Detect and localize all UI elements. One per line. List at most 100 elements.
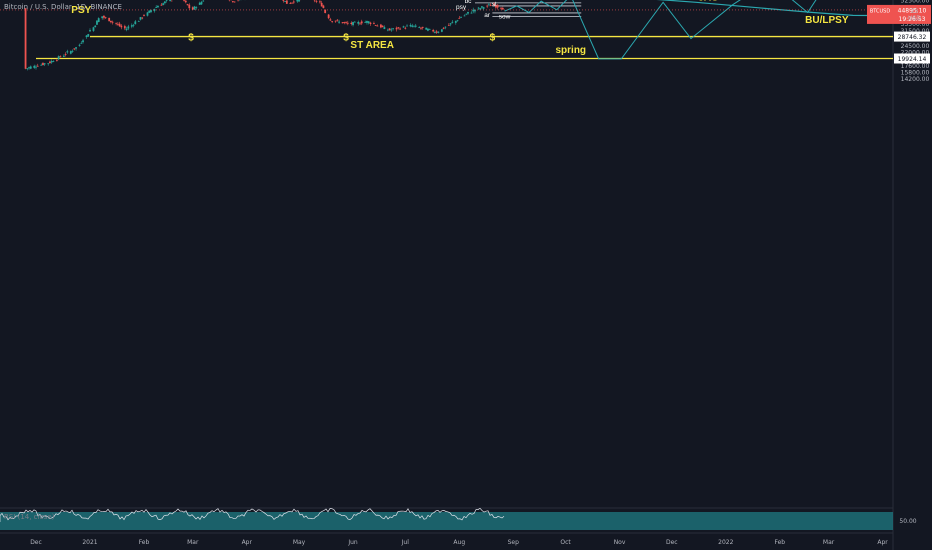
candle-body [343, 22, 346, 23]
candle-body [327, 14, 330, 19]
candle-body [374, 25, 377, 26]
candle-body [231, 1, 234, 3]
candle-body [465, 13, 468, 15]
candle-body [440, 29, 443, 32]
candle-body [120, 25, 123, 28]
y-tick-label: 35500.00 [901, 21, 930, 28]
candle-body [353, 21, 356, 23]
candle-body [116, 23, 119, 25]
candle-body [97, 18, 100, 23]
chart-annotation: psy [456, 4, 467, 11]
candle-body [489, 5, 492, 7]
candle-body [26, 68, 29, 70]
price-axis-panel [893, 0, 932, 550]
candle-body [69, 51, 72, 54]
y-tick-label: 15800.00 [901, 69, 930, 76]
candle-body [392, 28, 394, 30]
chart-annotation: $ [188, 32, 194, 43]
x-tick-label: Jun [347, 539, 358, 546]
candle-body [346, 22, 349, 24]
candle-body [357, 21, 360, 24]
candle-body [481, 6, 483, 8]
x-tick-label: Nov [614, 539, 626, 546]
candle-body [56, 60, 58, 61]
candle-body [402, 26, 405, 28]
rsi-value-label: 50.00 [899, 518, 916, 525]
candle-body [296, 0, 299, 2]
x-tick-label: Dec [666, 539, 678, 546]
chart-annotation: sow [499, 13, 511, 20]
y-tick-label: 22000.00 [901, 50, 930, 57]
candle-body [364, 22, 367, 23]
candle-body [28, 67, 30, 69]
candle-body [494, 5, 497, 8]
candles-group [24, 0, 504, 71]
candle-body [141, 17, 144, 19]
candle-body [200, 1, 203, 5]
candle-body [92, 27, 95, 31]
candle-body [367, 21, 370, 24]
y-tick-label: 17600.00 [901, 63, 930, 70]
candle-body [103, 15, 105, 18]
candle-body [284, 1, 286, 2]
candle-body [78, 44, 81, 46]
x-tick-label: Apr [877, 539, 888, 546]
candle-body [406, 25, 408, 27]
candle-body [331, 21, 334, 23]
resistance-curve [656, 0, 925, 17]
candle-body [421, 26, 424, 28]
candle-body [49, 61, 51, 64]
candle-body [456, 20, 459, 22]
candle-body [43, 63, 46, 65]
candle-body [380, 24, 382, 28]
x-tick-label: Sep [508, 539, 520, 546]
candle-body [130, 25, 133, 27]
candle-body [184, 0, 187, 3]
candle-body [388, 28, 391, 31]
candle-body [435, 31, 438, 33]
candle-body [233, 1, 236, 3]
candle-body [434, 32, 436, 33]
candle-body [488, 4, 490, 6]
candle-body [381, 25, 384, 28]
chart-annotation: st [492, 1, 497, 8]
candle-body [282, 0, 285, 1]
candle-body [87, 34, 90, 37]
x-tick-label: Dec [30, 539, 42, 546]
candle-body [414, 25, 417, 27]
x-tick-label: May [293, 539, 306, 546]
candle-body [432, 30, 435, 32]
candle-body [118, 23, 121, 27]
candle-body [292, 1, 295, 3]
candle-body [125, 28, 128, 31]
current-price-tag [867, 4, 931, 24]
candle-body [64, 53, 67, 55]
y-tick-label: 24500.00 [901, 43, 930, 50]
candle-body [460, 16, 462, 18]
candle-body [324, 9, 327, 13]
x-tick-label: Feb [139, 539, 150, 546]
level-price-label: 19924.14 [898, 56, 927, 63]
candle-body [322, 5, 325, 9]
chart-annotation: ar [484, 12, 491, 19]
candle-body [198, 2, 201, 5]
candle-body [42, 63, 44, 66]
candle-body [360, 21, 363, 24]
candle-body [413, 25, 415, 27]
candle-body [397, 27, 400, 29]
candle-body [404, 27, 407, 29]
candle-body [110, 20, 112, 23]
candle-body [291, 2, 293, 4]
currency-unit: USD [908, 15, 921, 22]
candle-body [437, 31, 440, 33]
candle-body [50, 61, 53, 63]
candle-body [336, 19, 339, 21]
candle-body [73, 48, 76, 50]
candle-body [425, 27, 428, 30]
candle-body [134, 21, 137, 25]
candle-body [467, 11, 469, 14]
chart-annotation: ST AREA [350, 40, 394, 51]
candle-body [101, 16, 104, 19]
chart-annotation: ut [519, 0, 525, 1]
